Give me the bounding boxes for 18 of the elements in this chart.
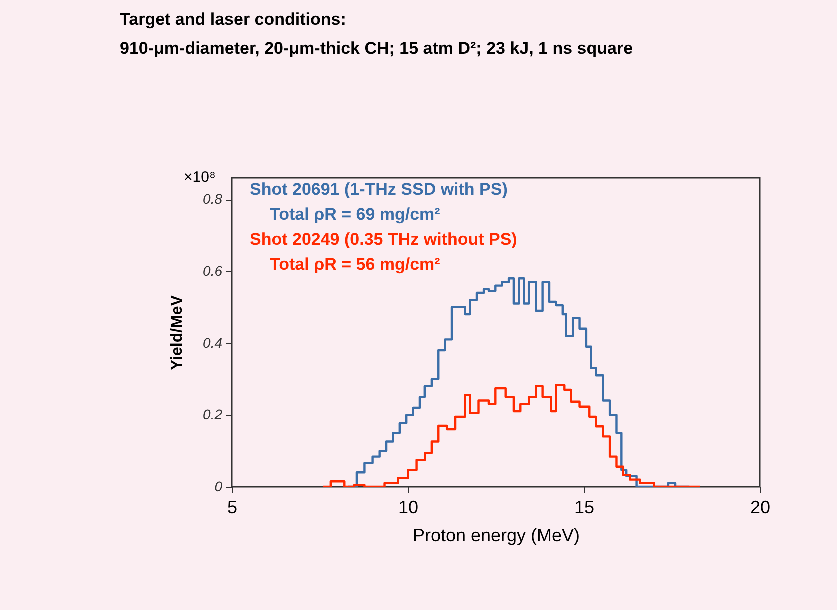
y-tick-label: 0 bbox=[214, 478, 223, 494]
text: ×10⁸ bbox=[184, 169, 216, 186]
text: Shot 20691 (1-THz SSD with PS) bbox=[250, 180, 508, 199]
x-axis-title: Proton energy (MeV) bbox=[412, 526, 580, 546]
annotation: Total ρR = 69 mg/cm² bbox=[270, 205, 441, 224]
x-tick-label: 10 bbox=[398, 498, 419, 518]
x-tick-label: 15 bbox=[574, 498, 595, 518]
y-tick-label: 0.4 bbox=[203, 334, 223, 351]
y-tick-label: 0.6 bbox=[203, 262, 223, 279]
x-tick-label: 5 bbox=[227, 498, 238, 518]
y-tick-label: 0.2 bbox=[203, 406, 223, 423]
annotation: Total ρR = 56 mg/cm² bbox=[270, 255, 441, 274]
y-tick-label: 0.8 bbox=[203, 191, 223, 208]
chart-title: Target and laser conditions: bbox=[120, 10, 346, 29]
text: Shot 20249 (0.35 THz without PS) bbox=[250, 230, 518, 249]
chart-subtitle: 910-μm-diameter, 20-μm-thick CH; 15 atm D²; 23 kJ, 1 ns square bbox=[120, 39, 634, 58]
x-tick-label: 20 bbox=[750, 498, 771, 518]
y-axis-title: Yield/MeV bbox=[169, 295, 186, 370]
